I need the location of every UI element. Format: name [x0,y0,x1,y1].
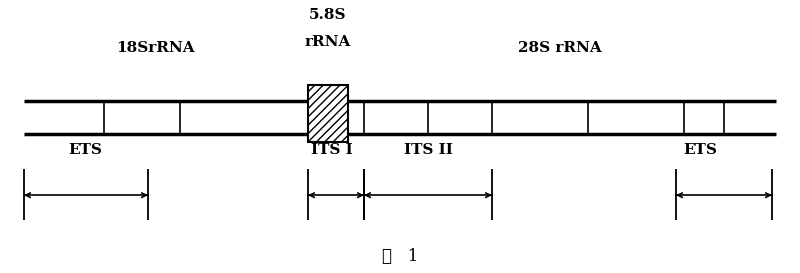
Text: ITS II: ITS II [403,143,453,157]
Bar [308,85,348,142]
Text: 18SrRNA: 18SrRNA [117,41,195,55]
Bar [24,104,776,131]
Text: 28S rRNA: 28S rRNA [518,41,602,55]
Text: 图   1: 图 1 [382,248,418,265]
Text: rRNA: rRNA [305,35,351,49]
Text: ITS I: ITS I [311,143,353,157]
Text: ETS: ETS [683,143,717,157]
Text: 5.8S: 5.8S [310,8,346,22]
Text: ETS: ETS [69,143,102,157]
